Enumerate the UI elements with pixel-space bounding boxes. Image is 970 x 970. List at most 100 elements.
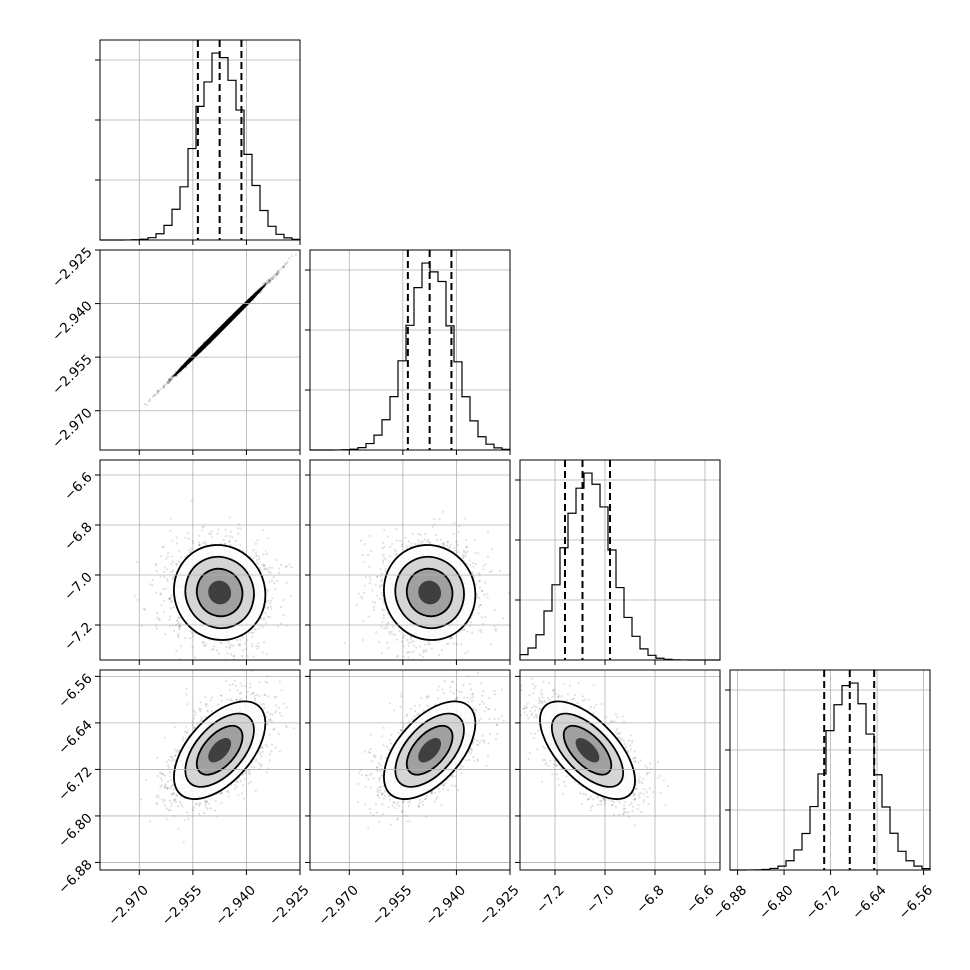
sample-point (462, 628, 465, 631)
sample-point (222, 538, 225, 542)
sample-point (277, 571, 281, 574)
sample-point (399, 539, 402, 543)
sample-point (494, 627, 497, 631)
sample-point (275, 273, 279, 276)
sample-point (466, 550, 469, 553)
sample-point (168, 618, 171, 621)
sample-point (276, 271, 279, 274)
sample-point (175, 619, 179, 622)
sample-point (229, 544, 232, 547)
sample-point (274, 588, 277, 591)
sample-point (263, 641, 266, 644)
sample-point (381, 620, 384, 624)
sample-point (187, 537, 190, 540)
sample-point (151, 583, 154, 587)
panel-2-1 (305, 459, 511, 665)
sample-point (240, 655, 243, 658)
sample-point (184, 536, 187, 539)
sample-point (178, 624, 181, 628)
sample-point (378, 585, 382, 588)
sample-point (176, 634, 180, 637)
sample-point (161, 545, 164, 549)
sample-point (266, 282, 269, 285)
sample-point (422, 649, 425, 652)
sample-point (471, 570, 474, 574)
sample-point (228, 646, 231, 650)
sample-point (488, 570, 491, 574)
sample-point (168, 381, 171, 384)
sample-point (166, 382, 170, 385)
sample-point (376, 575, 379, 578)
sample-point (390, 542, 394, 545)
sample-point (166, 568, 169, 571)
sample-point (264, 567, 267, 570)
sample-point (231, 644, 235, 647)
sample-point (363, 584, 366, 587)
sample-point (145, 404, 148, 407)
sample-point (485, 593, 488, 596)
sample-point (265, 653, 268, 656)
sample-point (379, 584, 382, 587)
sample-point (171, 375, 174, 378)
sample-point (450, 636, 453, 639)
sample-point (250, 631, 253, 634)
sample-point (191, 632, 194, 635)
sample-point (209, 533, 213, 536)
sample-point (268, 580, 271, 583)
sample-point (167, 597, 171, 600)
sample-point (421, 540, 424, 543)
sample-point (405, 545, 408, 548)
sample-point (162, 545, 166, 548)
sample-point (313, 235, 315, 237)
sample-point (465, 546, 468, 549)
sample-point (264, 281, 267, 285)
sample-point (251, 635, 254, 638)
panel-frame (99, 249, 301, 451)
sample-point (166, 577, 169, 580)
sample-point (226, 652, 229, 655)
sample-point (205, 542, 208, 546)
sample-point (225, 645, 228, 649)
sample-point (412, 640, 415, 643)
density-2-1 (343, 510, 510, 660)
sample-point (379, 580, 383, 583)
sample-point (283, 264, 286, 267)
sample-point (447, 547, 450, 550)
sample-point (267, 280, 271, 283)
sample-point (367, 553, 370, 557)
sample-point (238, 644, 241, 647)
sample-point (454, 549, 457, 552)
sample-point (149, 399, 152, 402)
sample-point (382, 541, 385, 545)
sample-point (446, 540, 450, 543)
sample-point (169, 529, 172, 532)
sample-point (157, 391, 160, 395)
sample-point (202, 525, 205, 528)
sample-point (409, 651, 412, 654)
sample-point (368, 534, 371, 538)
sample-point (361, 554, 364, 557)
sample-point (167, 378, 171, 381)
sample-point (380, 651, 383, 655)
sample-point (228, 645, 231, 648)
sample-point (464, 551, 468, 554)
sample-point (176, 622, 180, 625)
sample-point (180, 556, 183, 559)
sample-point (227, 641, 230, 645)
sample-point (364, 575, 367, 579)
sample-point (376, 575, 379, 579)
sample-point (266, 281, 269, 284)
sample-point (260, 617, 263, 620)
sample-point (277, 272, 280, 275)
sample-point (464, 652, 467, 655)
sample-point (255, 645, 258, 648)
sample-point (265, 279, 269, 283)
sample-point (224, 542, 227, 546)
sample-point (282, 266, 285, 269)
sample-point (425, 540, 429, 543)
sample-point (217, 528, 220, 531)
sample-point (162, 384, 166, 387)
sample-point (154, 624, 157, 628)
sample-point (480, 589, 483, 593)
sample-point (267, 280, 271, 283)
